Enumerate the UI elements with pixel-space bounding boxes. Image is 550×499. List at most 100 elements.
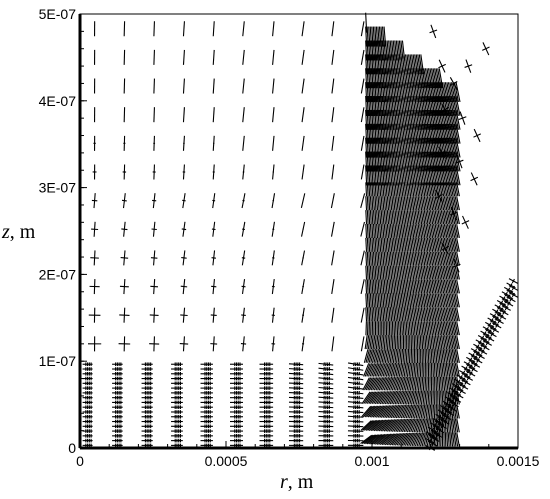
cross-glyph bbox=[406, 432, 414, 446]
cross-glyph bbox=[408, 376, 412, 391]
glyph-major-bar bbox=[366, 182, 369, 197]
glyph-major-bar bbox=[385, 196, 388, 211]
cross-glyph bbox=[445, 279, 449, 294]
cross-glyph bbox=[372, 40, 376, 61]
glyph-major-bar bbox=[377, 307, 380, 322]
cross-glyph bbox=[364, 335, 368, 350]
cross-glyph bbox=[211, 279, 217, 295]
glyph-major-bar bbox=[379, 265, 382, 280]
cross-glyph bbox=[371, 123, 374, 144]
cross-glyph bbox=[200, 376, 213, 381]
cross-glyph bbox=[271, 221, 275, 237]
glyph-major-bar bbox=[434, 82, 439, 103]
glyph-major-bar bbox=[420, 321, 424, 336]
cross-glyph bbox=[416, 321, 419, 336]
glyph-major-bar bbox=[376, 182, 379, 197]
glyph-major-bar bbox=[409, 293, 413, 308]
glyph-major-bar bbox=[428, 210, 432, 225]
glyph-major-bar bbox=[445, 362, 449, 377]
cross-glyph bbox=[426, 68, 431, 89]
cross-glyph bbox=[210, 307, 217, 323]
glyph-major-bar bbox=[434, 165, 439, 186]
cross-glyph bbox=[433, 237, 437, 252]
glyph-major-bar bbox=[369, 223, 372, 239]
cross-glyph bbox=[91, 193, 98, 209]
glyph-major-bar bbox=[420, 418, 425, 433]
cross-glyph bbox=[389, 265, 393, 280]
glyph-minor-bar bbox=[318, 382, 334, 385]
glyph-major-bar bbox=[441, 362, 444, 377]
cross-glyph bbox=[388, 210, 391, 225]
cross-glyph bbox=[437, 196, 442, 211]
cross-glyph bbox=[443, 279, 448, 294]
glyph-major-bar bbox=[369, 265, 372, 280]
glyph-major-bar bbox=[368, 95, 371, 117]
cross-glyph bbox=[389, 307, 393, 322]
cross-glyph bbox=[372, 123, 376, 144]
cross-glyph bbox=[358, 371, 360, 376]
cross-glyph bbox=[425, 418, 429, 433]
cross-glyph bbox=[371, 95, 374, 117]
glyph-major-bar bbox=[301, 78, 305, 94]
cross-glyph bbox=[431, 265, 435, 280]
cross-glyph bbox=[397, 348, 401, 364]
cross-glyph bbox=[210, 336, 218, 352]
cross-glyph bbox=[390, 335, 393, 350]
cross-glyph bbox=[437, 151, 442, 172]
cross-glyph bbox=[392, 210, 396, 225]
glyph-major-bar bbox=[396, 237, 399, 252]
glyph-major-bar bbox=[442, 307, 446, 322]
glyph-major-bar bbox=[409, 196, 413, 211]
cross-glyph bbox=[384, 433, 395, 446]
glyph-major-bar bbox=[413, 418, 419, 433]
cross-glyph bbox=[445, 196, 449, 211]
cross-glyph bbox=[388, 335, 391, 350]
glyph-major-bar bbox=[375, 335, 379, 350]
glyph-major-bar bbox=[396, 265, 399, 280]
cross-glyph bbox=[406, 307, 410, 322]
cross-glyph bbox=[439, 307, 443, 322]
cross-glyph bbox=[428, 279, 432, 294]
cross-glyph bbox=[443, 293, 448, 308]
glyph-major-bar bbox=[409, 223, 413, 239]
cross-glyph bbox=[429, 109, 434, 130]
glyph-major-bar bbox=[433, 182, 437, 197]
glyph-major-bar bbox=[399, 348, 402, 364]
cross-glyph bbox=[444, 362, 447, 377]
glyph-major-bar bbox=[379, 349, 384, 363]
glyph-major-bar bbox=[444, 362, 447, 377]
glyph-major-bar bbox=[422, 404, 426, 419]
glyph-major-bar bbox=[378, 391, 386, 405]
glyph-major-bar bbox=[388, 335, 391, 350]
glyph-major-bar bbox=[437, 165, 442, 186]
cross-glyph bbox=[445, 335, 449, 350]
cross-glyph bbox=[434, 210, 438, 225]
glyph-major-bar bbox=[331, 107, 335, 123]
cross-glyph bbox=[288, 410, 304, 414]
glyph-major-bar bbox=[373, 349, 378, 363]
glyph-major-bar bbox=[386, 251, 390, 266]
glyph-major-bar bbox=[383, 237, 386, 252]
cross-glyph bbox=[425, 321, 429, 336]
glyph-major-bar bbox=[427, 404, 430, 419]
cross-glyph bbox=[230, 395, 244, 400]
cross-glyph bbox=[444, 165, 450, 186]
cross-glyph bbox=[446, 279, 451, 294]
glyph-major-bar bbox=[408, 348, 411, 364]
glyph-major-bar bbox=[437, 96, 442, 116]
cross-glyph bbox=[347, 443, 364, 448]
cross-glyph bbox=[448, 335, 452, 350]
glyph-major-bar bbox=[402, 182, 405, 197]
cross-glyph bbox=[382, 362, 388, 377]
cross-glyph bbox=[400, 418, 407, 433]
glyph-major-bar bbox=[414, 237, 418, 252]
glyph-major-bar bbox=[381, 376, 388, 391]
glyph-major-bar bbox=[439, 251, 443, 266]
glyph-major-bar bbox=[436, 210, 440, 225]
glyph-major-bar bbox=[373, 377, 381, 391]
cross-glyph bbox=[387, 390, 395, 405]
glyph-major-bar bbox=[428, 293, 432, 308]
cross-glyph bbox=[420, 390, 424, 405]
glyph-major-bar bbox=[431, 137, 436, 158]
cross-glyph bbox=[419, 335, 422, 350]
